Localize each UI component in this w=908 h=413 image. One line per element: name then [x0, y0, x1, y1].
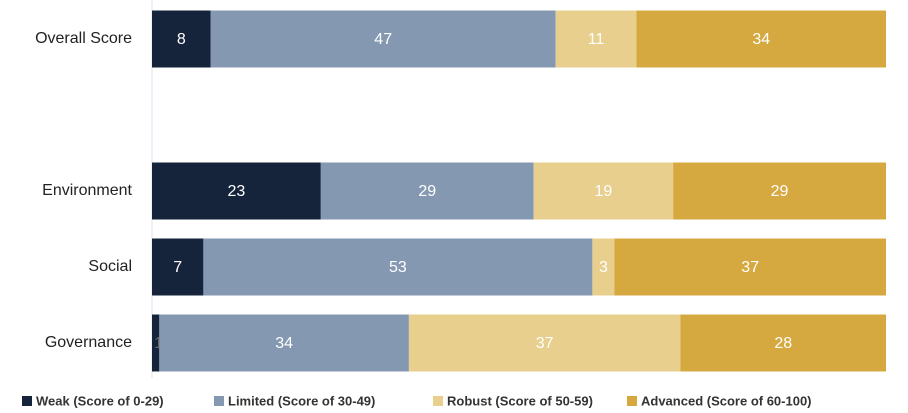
legend-label: Advanced (Score of 60-100): [641, 393, 812, 408]
bar-segment: [533, 162, 674, 220]
data-label: 29: [771, 183, 789, 200]
bar-segment: [152, 238, 204, 296]
bar-segment: [152, 10, 211, 68]
legend-swatch: [627, 396, 637, 406]
bar-segment: [210, 10, 556, 68]
bar-segment: [152, 314, 160, 372]
data-label: 7: [173, 259, 182, 276]
bar-segment: [636, 10, 886, 68]
data-label: 37: [741, 259, 759, 276]
legend-swatch: [22, 396, 32, 406]
legend-label: Robust (Score of 50-59): [447, 393, 593, 408]
data-label: 37: [536, 335, 554, 352]
bar-segment: [555, 10, 637, 68]
data-label: 11: [588, 31, 605, 48]
bar-segment: [673, 162, 886, 220]
data-label: 8: [177, 31, 186, 48]
bar-segment: [203, 238, 593, 296]
data-label: 34: [275, 335, 293, 352]
legend-label: Weak (Score of 0-29): [36, 393, 164, 408]
data-label: 19: [595, 183, 613, 200]
bar-segment: [592, 238, 615, 296]
data-label: 29: [418, 183, 436, 200]
category-label: Overall Score: [35, 30, 132, 47]
category-label: Environment: [42, 182, 132, 199]
bar-segment: [408, 314, 681, 372]
data-label: 1: [154, 335, 163, 352]
legend-label: Limited (Score of 30-49): [228, 393, 375, 408]
data-label: 34: [752, 31, 770, 48]
bar-segment: [614, 238, 886, 296]
data-label: 47: [374, 31, 392, 48]
category-label: Governance: [45, 334, 132, 351]
legend-swatch: [214, 396, 224, 406]
data-label: 3: [599, 259, 608, 276]
data-label: 23: [228, 183, 246, 200]
bar-segment: [159, 314, 409, 372]
data-label: 28: [774, 335, 792, 352]
category-label: Social: [88, 258, 132, 275]
legend-swatch: [433, 396, 443, 406]
bar-segment: [680, 314, 886, 372]
bar-segment: [320, 162, 534, 220]
data-label: 53: [389, 259, 407, 276]
bar-segment: [152, 162, 321, 220]
